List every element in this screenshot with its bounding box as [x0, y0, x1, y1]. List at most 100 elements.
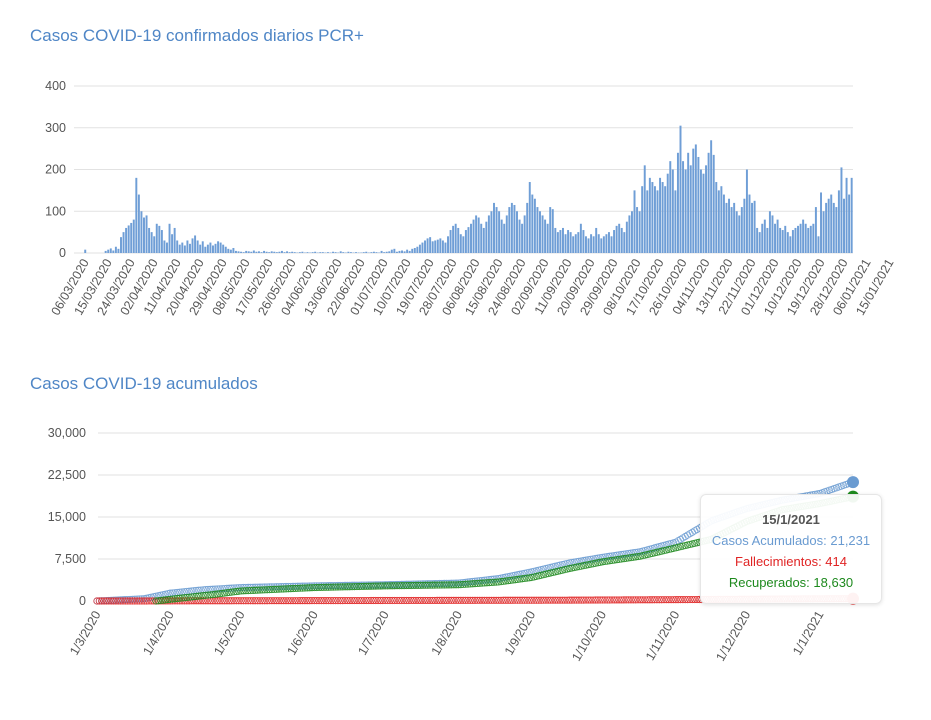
fallecimientos-point[interactable] — [537, 596, 545, 604]
fallecimientos-point[interactable] — [620, 596, 628, 604]
fallecimientos-point[interactable] — [577, 596, 585, 604]
fallecimientos-point[interactable] — [424, 596, 432, 605]
fallecimientos-point[interactable] — [246, 597, 255, 605]
casos-acumulados-point[interactable] — [629, 549, 637, 557]
fallecimientos-point[interactable] — [339, 596, 347, 605]
daily-cases-bar[interactable] — [130, 222, 133, 253]
fallecimientos-point[interactable] — [102, 597, 111, 605]
fallecimientos-point[interactable] — [372, 596, 380, 605]
recuperados-point[interactable] — [443, 581, 451, 589]
fallecimientos-point[interactable] — [572, 596, 581, 604]
casos-acumulados-point[interactable] — [223, 584, 231, 592]
fallecimientos-point[interactable] — [646, 596, 654, 604]
daily-cases-bar[interactable] — [753, 200, 756, 253]
fallecimientos-point[interactable] — [119, 597, 127, 605]
daily-cases-bar[interactable] — [150, 232, 153, 253]
recuperados-point[interactable] — [320, 583, 328, 591]
daily-cases-bar[interactable] — [194, 235, 197, 253]
recuperados-point[interactable] — [315, 583, 323, 592]
fallecimientos-point[interactable] — [518, 596, 526, 604]
casos-acumulados-point[interactable] — [303, 582, 311, 590]
recuperados-point[interactable] — [414, 581, 422, 589]
recuperados-point[interactable] — [183, 593, 191, 602]
recuperados-point[interactable] — [617, 555, 626, 563]
daily-cases-bar[interactable] — [572, 236, 575, 253]
recuperados-point[interactable] — [632, 553, 640, 561]
fallecimientos-point[interactable] — [584, 596, 593, 604]
daily-cases-bar[interactable] — [648, 177, 651, 253]
daily-cases-bar[interactable] — [487, 215, 490, 253]
recuperados-point[interactable] — [263, 586, 271, 594]
recuperados-point[interactable] — [209, 590, 217, 599]
fallecimientos-point[interactable] — [133, 597, 141, 605]
fallecimientos-point[interactable] — [466, 596, 474, 604]
recuperados-point[interactable] — [332, 583, 340, 591]
recuperados-point[interactable] — [220, 589, 229, 597]
daily-cases-bar[interactable] — [166, 242, 168, 253]
daily-cases-bar[interactable] — [699, 169, 702, 254]
daily-cases-bar[interactable] — [413, 247, 416, 253]
recuperados-point[interactable] — [256, 586, 264, 594]
fallecimientos-point[interactable] — [357, 596, 366, 605]
fallecimientos-point[interactable] — [317, 597, 326, 605]
fallecimientos-point[interactable] — [539, 596, 548, 604]
recuperados-point[interactable] — [355, 582, 363, 591]
fallecimientos-point[interactable] — [230, 597, 238, 605]
daily-cases-bar[interactable] — [240, 251, 243, 253]
daily-cases-bar[interactable] — [122, 232, 125, 253]
fallecimientos-point[interactable] — [296, 597, 304, 605]
daily-cases-bar[interactable] — [388, 251, 391, 253]
recuperados-point[interactable] — [235, 587, 243, 595]
daily-cases-bar[interactable] — [758, 232, 761, 253]
fallecimientos-point[interactable] — [499, 596, 507, 604]
daily-cases-bar[interactable] — [500, 219, 503, 253]
recuperados-point[interactable] — [506, 576, 515, 584]
casos-acumulados-point[interactable] — [632, 548, 640, 557]
recuperados-point[interactable] — [438, 581, 446, 589]
daily-cases-bar[interactable] — [362, 252, 365, 253]
recuperados-point[interactable] — [258, 586, 266, 594]
recuperados-point[interactable] — [627, 554, 635, 562]
fallecimientos-point[interactable] — [435, 596, 444, 605]
fallecimientos-point[interactable] — [688, 595, 696, 604]
fallecimientos-point[interactable] — [575, 596, 583, 604]
daily-cases-bar[interactable] — [168, 223, 171, 253]
fallecimientos-point[interactable] — [369, 596, 378, 605]
daily-cases-bar[interactable] — [541, 215, 544, 253]
daily-cases-bar[interactable] — [222, 244, 225, 253]
daily-cases-bar[interactable] — [697, 156, 700, 253]
fallecimientos-point[interactable] — [544, 596, 552, 604]
fallecimientos-point[interactable] — [440, 596, 448, 604]
casos-acumulados-point[interactable] — [570, 558, 578, 566]
recuperados-point[interactable] — [379, 582, 387, 590]
fallecimientos-point[interactable] — [105, 597, 113, 605]
recuperados-point[interactable] — [154, 597, 163, 605]
daily-cases-bar[interactable] — [370, 252, 373, 253]
recuperados-point[interactable] — [242, 587, 250, 595]
casos-acumulados-point[interactable] — [461, 578, 470, 586]
fallecimientos-point[interactable] — [582, 596, 590, 604]
daily-cases-bar[interactable] — [464, 230, 467, 253]
fallecimientos-point[interactable] — [256, 597, 264, 605]
fallecimientos-point[interactable] — [525, 596, 533, 604]
daily-cases-bar[interactable] — [426, 238, 429, 253]
fallecimientos-point[interactable] — [280, 597, 288, 605]
fallecimientos-point[interactable] — [112, 597, 120, 605]
daily-cases-bar[interactable] — [615, 225, 618, 253]
daily-cases-bar[interactable] — [789, 236, 792, 253]
recuperados-point[interactable] — [598, 558, 607, 566]
fallecimientos-point[interactable] — [128, 597, 137, 605]
daily-cases-bar-chart[interactable]: 010020030040006/03/202015/03/202024/03/2… — [0, 0, 931, 360]
daily-cases-bar[interactable] — [245, 250, 248, 253]
fallecimientos-point[interactable] — [284, 597, 292, 605]
daily-cases-bar[interactable] — [539, 211, 541, 253]
recuperados-point[interactable] — [362, 582, 370, 590]
fallecimientos-point[interactable] — [492, 596, 500, 604]
fallecimientos-point[interactable] — [379, 596, 387, 605]
fallecimientos-point[interactable] — [346, 596, 354, 605]
daily-cases-bar[interactable] — [653, 186, 656, 253]
recuperados-point[interactable] — [601, 557, 609, 566]
fallecimientos-point[interactable] — [100, 597, 108, 605]
fallecimientos-point[interactable] — [121, 597, 129, 605]
fallecimientos-point[interactable] — [502, 596, 510, 604]
